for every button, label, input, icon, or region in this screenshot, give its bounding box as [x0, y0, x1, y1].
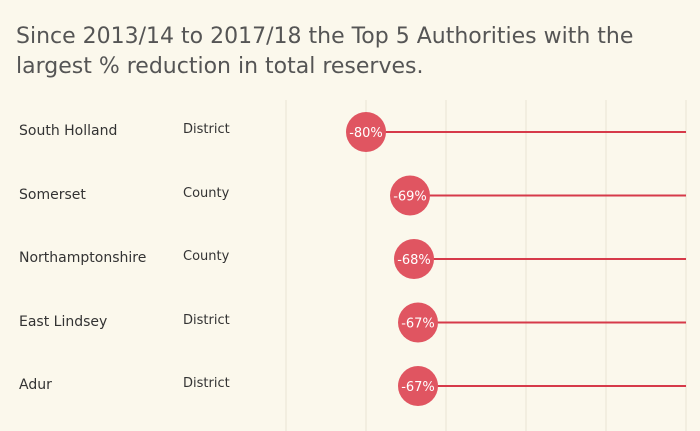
- value-label: -68%: [397, 253, 431, 268]
- chart-area: -80% -69% -68% -67% -67% South Holland Distri…: [0, 100, 700, 431]
- row-type: County: [183, 249, 230, 264]
- value-label: -80%: [349, 126, 383, 141]
- row-type: District: [183, 122, 230, 137]
- row-name: Northamptonshire: [19, 250, 147, 266]
- value-dot[interactable]: [394, 239, 434, 279]
- row-name: Adur: [19, 377, 52, 393]
- row-name: South Holland: [19, 123, 118, 139]
- value-dot[interactable]: [390, 175, 430, 216]
- row-name: East Lindsey: [19, 313, 108, 330]
- value-dot[interactable]: [346, 112, 386, 152]
- row-type: County: [183, 185, 230, 201]
- value-dot[interactable]: [398, 366, 438, 406]
- row-name: Somerset: [19, 186, 86, 203]
- row-type: District: [183, 376, 230, 391]
- chart-svg: -80% -69% -68% -67% -67%: [285, 100, 687, 431]
- value-dot[interactable]: [398, 302, 438, 343]
- chart-title: Since 2013/14 to 2017/18 the Top 5 Autho…: [16, 24, 634, 79]
- value-label: -67%: [401, 317, 435, 332]
- value-label: -69%: [393, 190, 427, 205]
- row-type: District: [183, 312, 230, 328]
- value-label: -67%: [401, 380, 435, 395]
